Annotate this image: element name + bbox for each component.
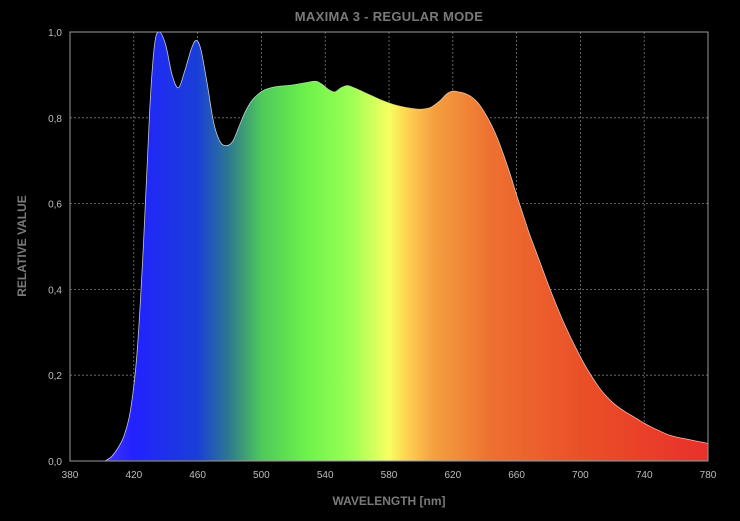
- x-tick-label: 660: [508, 470, 525, 481]
- x-tick-label: 620: [444, 470, 461, 481]
- x-tick-label: 500: [253, 470, 270, 481]
- chart-title: MAXIMA 3 - REGULAR MODE: [295, 9, 483, 24]
- x-tick-label: 540: [317, 470, 334, 481]
- y-tick-label: 0,2: [48, 371, 62, 382]
- y-tick-label: 0,4: [48, 285, 62, 296]
- x-tick-label: 380: [62, 470, 79, 481]
- x-tick-label: 460: [189, 470, 206, 481]
- y-axis-label: RELATIVE VALUE: [15, 195, 29, 297]
- y-tick-label: 1,0: [48, 28, 62, 39]
- y-axis-ticks: 0,0 0,2 0,4 0,6 0,8 1,0: [48, 28, 62, 468]
- x-tick-label: 780: [700, 470, 717, 481]
- y-tick-label: 0,8: [48, 114, 62, 125]
- y-tick-label: 0,0: [48, 457, 62, 468]
- y-tick-label: 0,6: [48, 200, 62, 211]
- spectrum-area: [103, 31, 709, 462]
- x-axis-ticks: 380 420 460 500 540 580 620 660 700 740 780: [62, 470, 717, 481]
- x-tick-label: 580: [381, 470, 398, 481]
- x-tick-label: 420: [125, 470, 142, 481]
- x-axis-label: WAVELENGTH [nm]: [332, 494, 445, 508]
- plot-frame: [69, 31, 709, 462]
- x-tick-label: 740: [636, 470, 653, 481]
- x-tick-label: 700: [572, 470, 589, 481]
